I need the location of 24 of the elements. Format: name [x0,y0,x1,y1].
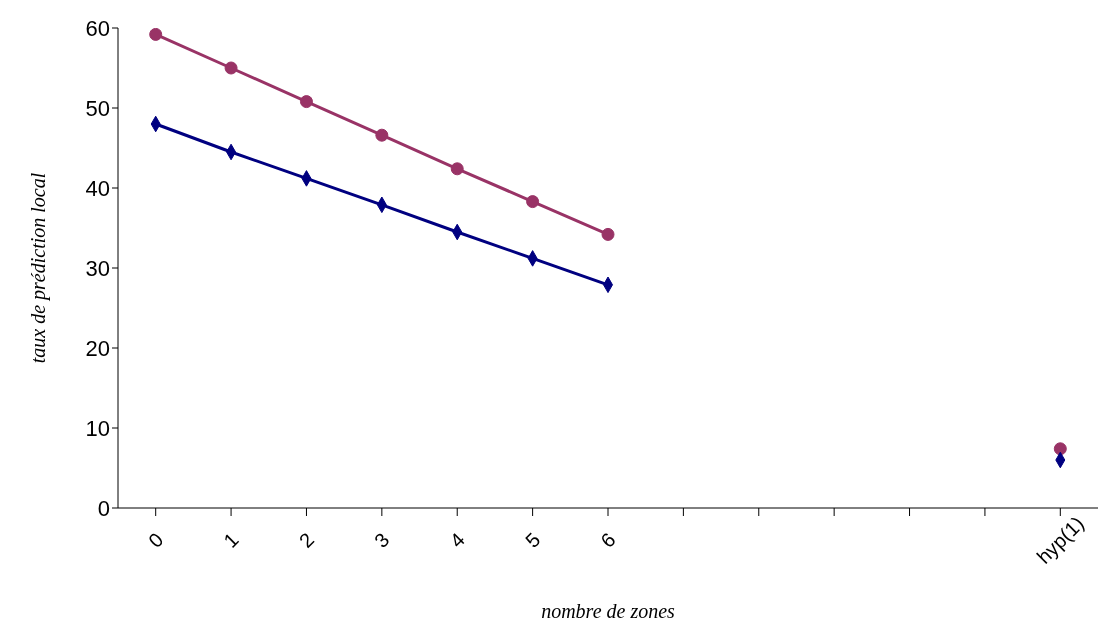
point [149,28,163,41]
y-tick-label: 30 [85,255,110,281]
x-tick-label: 1 [219,528,243,552]
y-tick-label: 50 [85,95,110,121]
point [375,128,389,142]
x-tick-label: 0 [143,528,168,552]
y-tick-label: 10 [85,415,110,441]
point [224,61,238,75]
point [450,162,464,176]
x-tick-label: 6 [596,528,620,552]
x-tick-label: 4 [445,528,469,552]
y-tick-label: 0 [97,495,110,521]
x-tick-label: 2 [294,528,319,552]
y-tick-label: 40 [85,175,110,201]
x-tick-label: 5 [520,528,545,552]
point [1053,442,1067,456]
point [601,227,615,241]
y-tick-label: 20 [85,335,110,361]
y-tick-label: 60 [85,15,110,41]
y-axis-title: taux de prédiction local [27,172,51,364]
x-axis-title: nombre de zones [541,600,676,622]
point [526,195,540,209]
point [299,95,313,109]
x-tick-label: 3 [370,528,394,552]
